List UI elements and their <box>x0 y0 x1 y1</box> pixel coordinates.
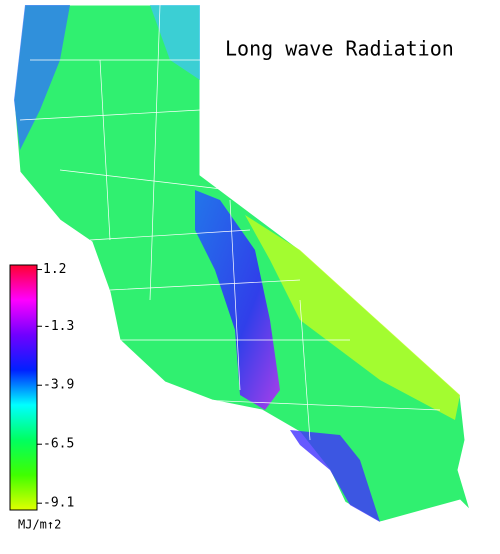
colorbar-unit: MJ/m↑2 <box>18 518 61 532</box>
north-coast-band <box>14 5 70 150</box>
colorbar-scale <box>9 264 38 511</box>
california-map <box>13 4 471 523</box>
colorbar: 1.2 -1.3 -3.9 -6.5 -9.1 MJ/m↑2 <box>9 262 74 532</box>
colorbar-tick-label: -1.3 <box>43 319 74 334</box>
colorbar-tick-label: -3.9 <box>43 378 74 393</box>
colorbar-tick-label: 1.2 <box>43 262 66 277</box>
colorbar-tick-label: -9.1 <box>43 496 74 511</box>
south-mountains <box>290 430 380 522</box>
map-title: Long wave Radiation <box>225 37 454 61</box>
colorbar-tick-label: -6.5 <box>43 437 74 452</box>
county-lines <box>19 4 441 441</box>
east-desert-band <box>245 215 460 420</box>
sierra-band <box>195 190 280 410</box>
northeast-band <box>150 5 200 80</box>
